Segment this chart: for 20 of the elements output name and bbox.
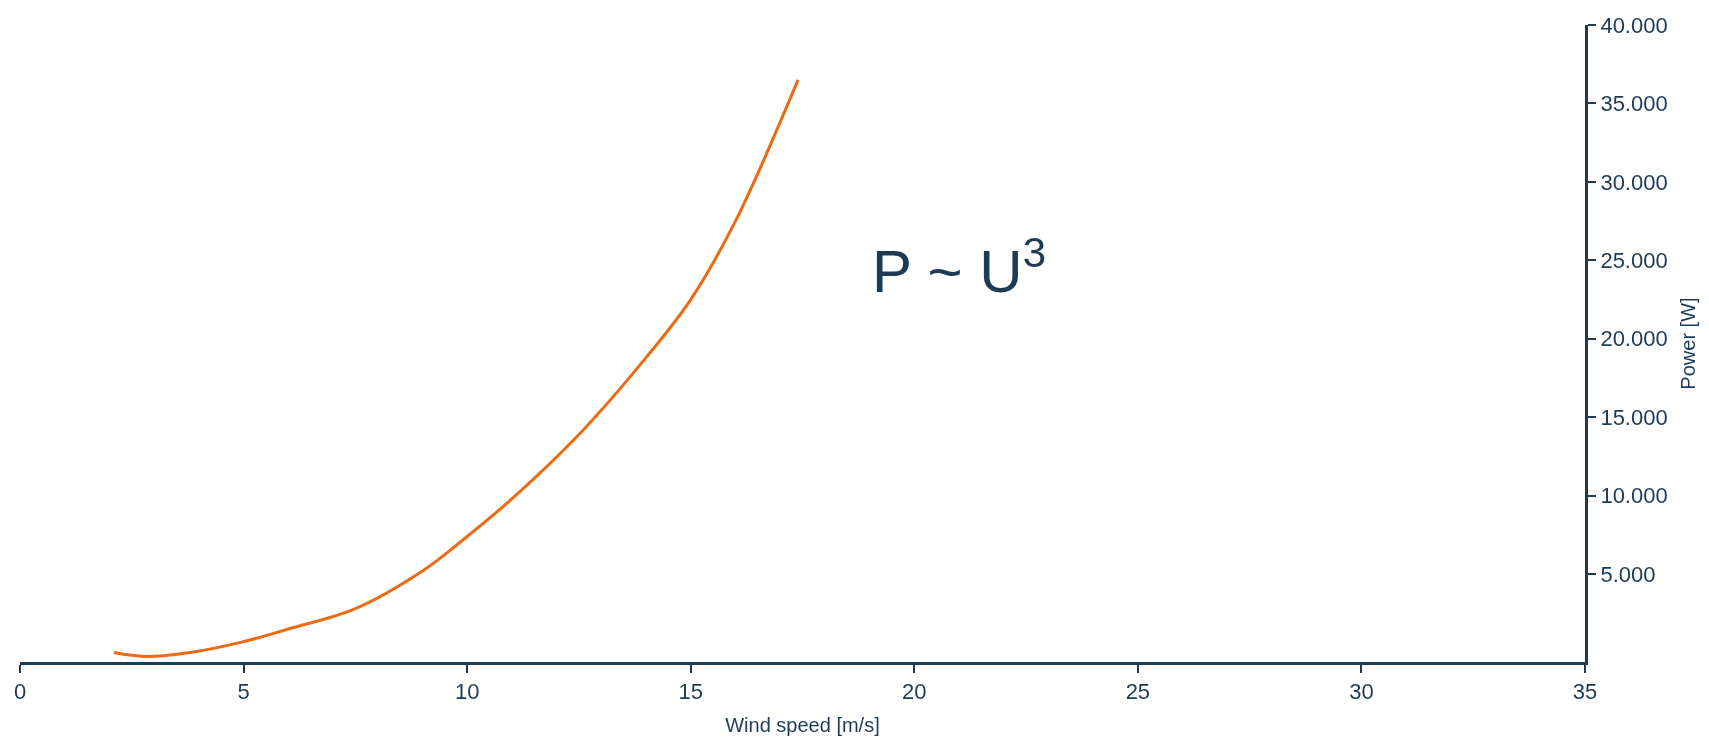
- y-tick-label: 5.000: [1600, 561, 1656, 587]
- y-tick-label: 10.000: [1600, 483, 1668, 509]
- x-tick-label: 5: [237, 679, 250, 705]
- y-tick-label: 20.000: [1600, 326, 1668, 352]
- y-axis-title: Power [W]: [1677, 297, 1700, 390]
- x-tick-label: 10: [454, 679, 480, 705]
- line-series: [112, 78, 800, 659]
- y-tick-label: 30.000: [1600, 169, 1668, 195]
- y-tick-label: 25.000: [1600, 248, 1668, 274]
- y-tick-label: 35.000: [1600, 91, 1668, 117]
- x-tick-label: 35: [1572, 679, 1598, 705]
- annotation: P ~ U$^{3}$: [872, 229, 1047, 306]
- x-tick-label: 25: [1125, 679, 1151, 705]
- x-tick-label: 15: [678, 679, 703, 705]
- y-tick-label: 15.000: [1600, 404, 1668, 430]
- x-tick-label: 30: [1349, 679, 1374, 705]
- x-tick-label: 20: [902, 679, 927, 705]
- y-tick-label: 40.000: [1600, 12, 1668, 38]
- x-tick-label: 0: [13, 679, 27, 705]
- x-axis-title: Wind speed [m/s]: [725, 713, 880, 736]
